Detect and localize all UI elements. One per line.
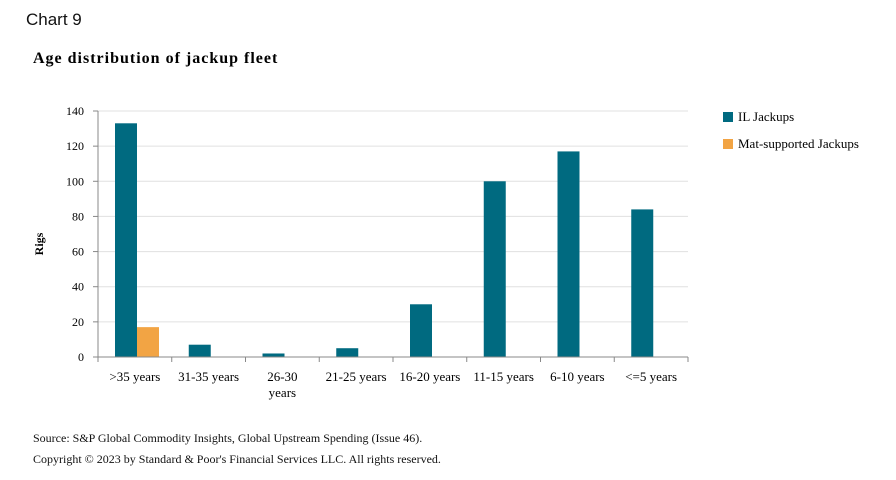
y-tick-label: 80 [72,209,84,223]
x-tick-label: 11-15 years [473,369,534,384]
chart-number-label: Chart 9 [26,10,82,29]
axes: 0 20 40 60 80 100 120 140 >35 years 31-35 years 26… [32,104,689,400]
y-tick-label: 120 [66,139,84,153]
legend: IL Jackups Mat-supported Jackups [723,109,859,151]
bar [631,209,654,357]
x-tick-label: >35 years [109,369,160,384]
y-tick-label: 100 [66,174,84,188]
source-note: Source: S&P Global Commodity Insights, G… [33,431,423,445]
bar [188,344,211,357]
legend-swatch [723,112,733,122]
x-tick-label: 6-10 years [550,369,605,384]
x-tick-label: <=5 years [625,369,677,384]
y-tick-label: 0 [78,350,84,364]
y-tick-label: 140 [66,104,84,118]
bars [115,123,654,357]
x-tick-label: 31-35 years [178,369,239,384]
y-tick-label: 20 [72,315,84,329]
bar [410,304,432,357]
bar [137,327,159,357]
y-tick-label: 60 [72,245,84,259]
x-tick-label: 26-30 years [267,369,297,400]
y-axis-title: Rigs [32,232,46,255]
x-tick-label: 21-25 years [326,369,387,384]
legend-swatch [723,139,733,149]
copyright-note: Copyright © 2023 by Standard & Poor's Fi… [33,452,441,466]
y-tick-label: 40 [72,280,84,294]
bar [336,348,359,357]
legend-label: IL Jackups [738,109,794,124]
legend-label: Mat-supported Jackups [738,136,859,151]
bar-chart: 0 20 40 60 80 100 120 140 >35 years 31-35 years 26… [32,104,859,400]
bar [262,353,285,357]
chart-title: Age distribution of jackup fleet [33,50,279,67]
bar [115,123,137,357]
bar [483,181,506,357]
x-tick-label: 16-20 years [399,369,460,384]
bar [557,151,580,357]
gridlines [98,110,688,323]
